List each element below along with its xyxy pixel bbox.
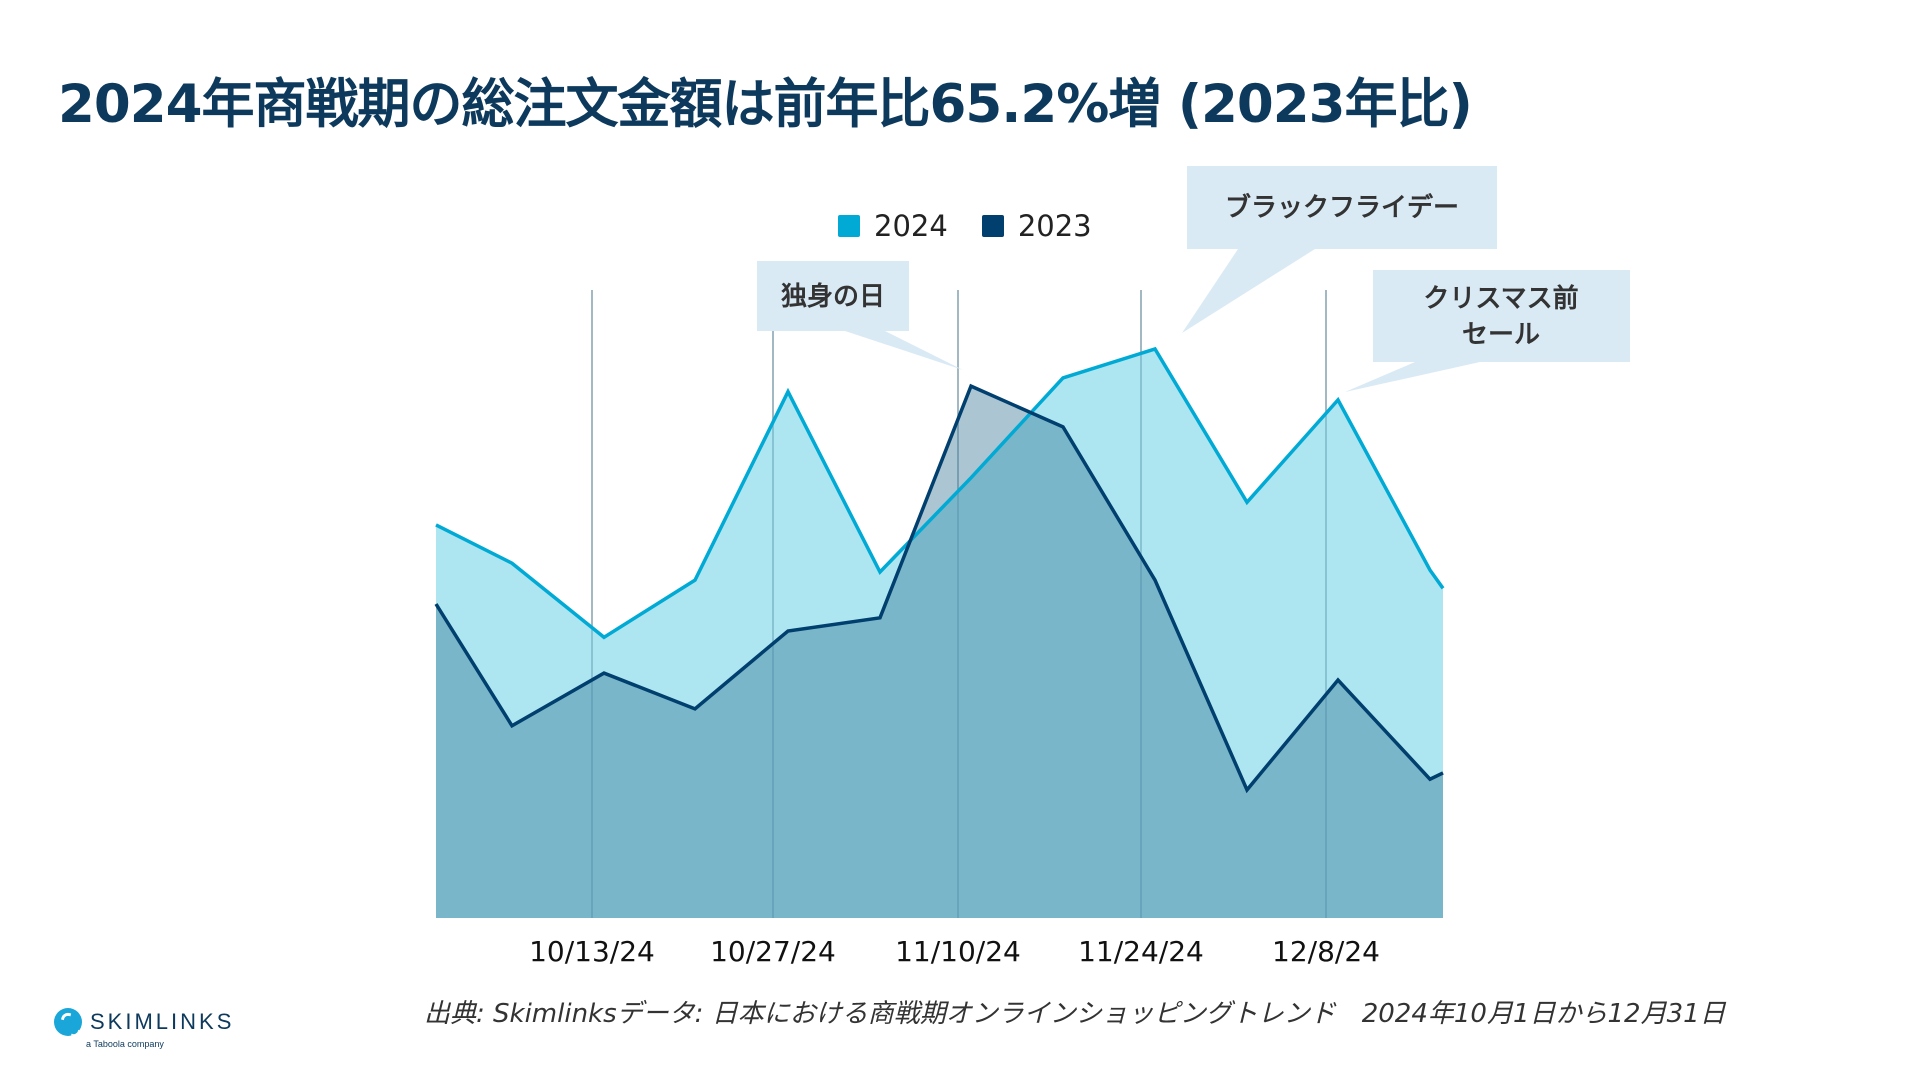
logo-text: SKIMLINKS	[90, 1009, 235, 1034]
skimlinks-logo: SKIMLINKS	[54, 1008, 234, 1036]
svg-text:セール: セール	[1462, 320, 1540, 350]
logo-subtitle: a Taboola company	[86, 1039, 164, 1049]
gridlines-overlay	[591, 290, 1327, 918]
x-tick-label: 10/27/24	[710, 935, 836, 968]
line-2023	[434, 383, 1444, 794]
svg-text:独身の日: 独身の日	[781, 281, 885, 312]
callout-christmas-sale: クリスマス前 セール	[1345, 270, 1630, 392]
x-tick-label: 11/24/24	[1078, 935, 1204, 968]
legend-label-2023: 2023	[1017, 209, 1092, 243]
x-tick-label: 12/8/24	[1272, 935, 1380, 968]
chart-legend: 2024 2023	[838, 209, 1126, 243]
line-2024	[435, 346, 1445, 640]
legend-item-2024: 2024	[838, 209, 948, 243]
chart-title: 2024年商戦期の総注文金額は前年比65.2%増 (2023年比)	[58, 74, 1473, 135]
area-2023	[436, 386, 1443, 919]
legend-item-2023: 2023	[981, 209, 1092, 243]
svg-text:クリスマス前: クリスマス前	[1423, 283, 1578, 314]
legend-swatch-2023	[981, 215, 1004, 237]
callout-singles-day: 独身の日	[757, 261, 963, 370]
x-tick-label: 11/10/24	[895, 935, 1021, 968]
svg-text:ブラックフライデー: ブラックフライデー	[1225, 192, 1459, 223]
legend-swatch-2024	[838, 215, 860, 237]
callout-black-friday: ブラックフライデー	[1182, 166, 1497, 333]
source-note: 出典: Skimlinksデータ: 日本における商戦期オンラインショッピングトレ…	[424, 999, 1726, 1029]
legend-label-2024: 2024	[874, 209, 948, 243]
x-tick-label: 10/13/24	[529, 935, 655, 968]
area-2024	[436, 349, 1443, 918]
skimlinks-logo-icon	[54, 1008, 82, 1036]
